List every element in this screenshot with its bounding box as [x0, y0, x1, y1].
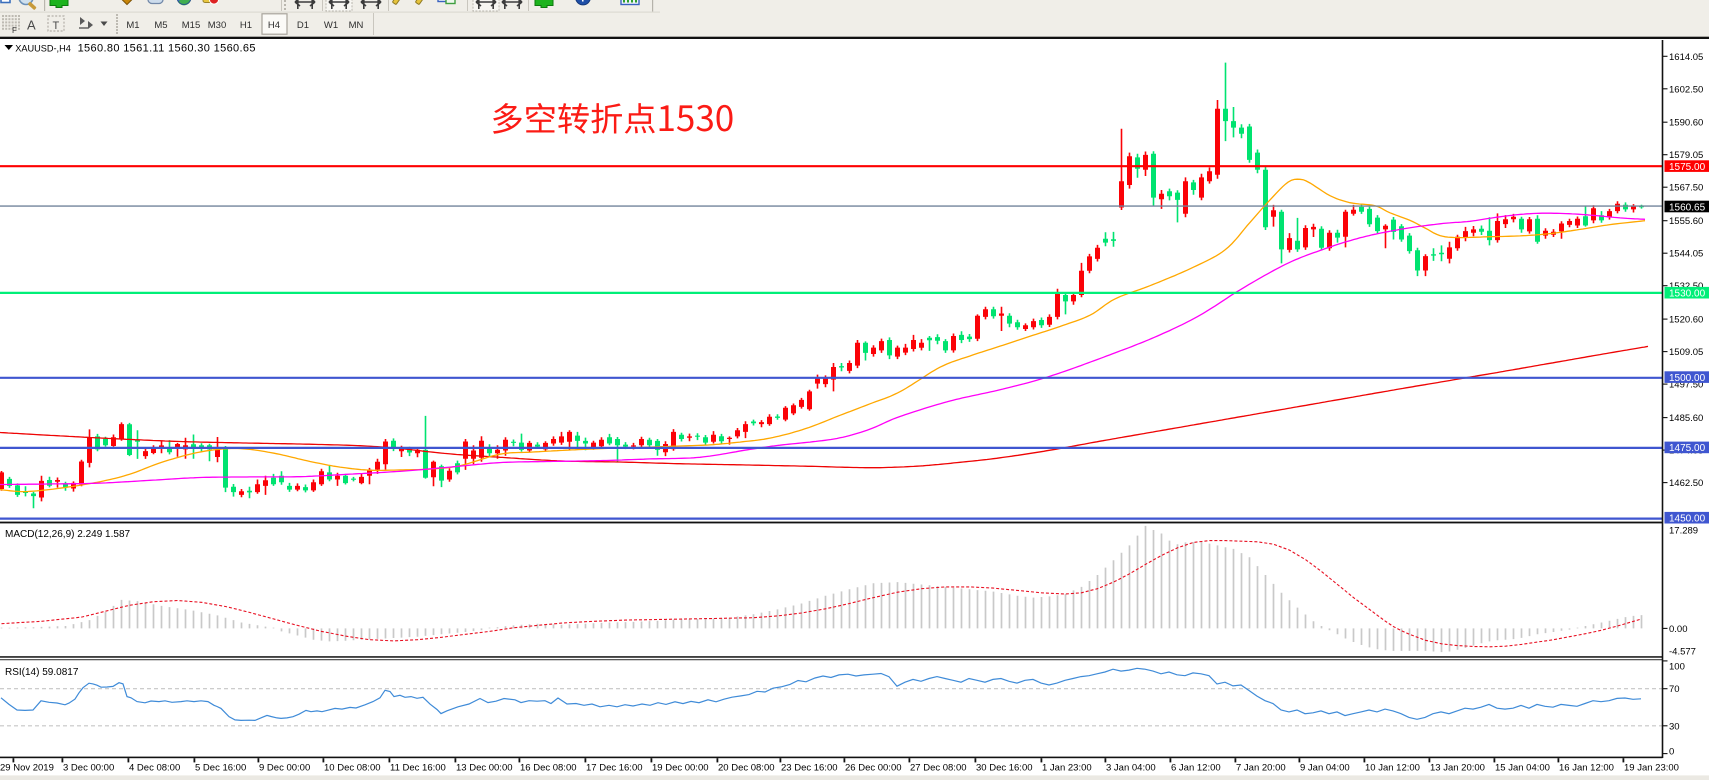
- svg-text:1500.00: 1500.00: [1669, 373, 1706, 384]
- svg-text:F: F: [12, 26, 17, 35]
- svg-text:29 Nov 2019: 29 Nov 2019: [0, 763, 54, 774]
- svg-text:1475.00: 1475.00: [1669, 443, 1706, 454]
- svg-text:15 Jan 04:00: 15 Jan 04:00: [1495, 763, 1550, 774]
- svg-text:1614.05: 1614.05: [1669, 52, 1703, 63]
- svg-text:26 Dec 00:00: 26 Dec 00:00: [845, 763, 902, 774]
- svg-text:M5: M5: [154, 20, 167, 31]
- svg-text:16 Dec 08:00: 16 Dec 08:00: [520, 763, 577, 774]
- svg-text:30: 30: [1669, 721, 1680, 732]
- svg-text:16 Jan 12:00: 16 Jan 12:00: [1559, 763, 1614, 774]
- svg-text:17.289: 17.289: [1669, 526, 1698, 537]
- svg-text:A: A: [27, 18, 36, 33]
- svg-text:1602.50: 1602.50: [1669, 84, 1703, 95]
- svg-text:1560.65: 1560.65: [1669, 202, 1706, 213]
- svg-text:1555.60: 1555.60: [1669, 216, 1703, 227]
- svg-text:3 Dec 00:00: 3 Dec 00:00: [63, 763, 114, 774]
- svg-text:1 Jan 23:00: 1 Jan 23:00: [1042, 763, 1092, 774]
- svg-text:M15: M15: [182, 20, 200, 31]
- svg-text:XAUUSD-,H4: XAUUSD-,H4: [15, 43, 71, 53]
- svg-text:1450.00: 1450.00: [1669, 514, 1706, 525]
- svg-text:1560.80 1561.11 1560.30 1560.6: 1560.80 1561.11 1560.30 1560.65: [78, 42, 256, 54]
- svg-text:30 Dec 16:00: 30 Dec 16:00: [976, 763, 1033, 774]
- svg-text:1497.50: 1497.50: [1669, 380, 1703, 391]
- svg-text:20 Dec 08:00: 20 Dec 08:00: [718, 763, 775, 774]
- svg-text:1544.05: 1544.05: [1669, 249, 1703, 260]
- svg-text:11 Dec 16:00: 11 Dec 16:00: [390, 763, 446, 774]
- svg-text:0.00: 0.00: [1669, 624, 1688, 635]
- svg-text:13 Dec 00:00: 13 Dec 00:00: [456, 763, 513, 774]
- svg-text:1575.00: 1575.00: [1669, 162, 1706, 173]
- svg-text:6 Jan 12:00: 6 Jan 12:00: [1171, 763, 1221, 774]
- svg-text:4 Dec 08:00: 4 Dec 08:00: [129, 763, 180, 774]
- svg-text:MACD(12,26,9) 2.249 1.587: MACD(12,26,9) 2.249 1.587: [5, 529, 131, 540]
- svg-text:RSI(14) 59.0817: RSI(14) 59.0817: [5, 667, 79, 678]
- svg-text:W1: W1: [324, 20, 338, 31]
- svg-text:13 Jan 20:00: 13 Jan 20:00: [1430, 763, 1485, 774]
- svg-text:0: 0: [1669, 747, 1674, 758]
- svg-text:1520.60: 1520.60: [1669, 315, 1703, 326]
- svg-text:1567.50: 1567.50: [1669, 183, 1703, 194]
- svg-text:1462.50: 1462.50: [1669, 478, 1703, 489]
- svg-text:MN: MN: [349, 20, 364, 31]
- svg-text:19 Jan 23:00: 19 Jan 23:00: [1624, 763, 1679, 774]
- svg-text:M1: M1: [126, 20, 139, 31]
- svg-text:1590.60: 1590.60: [1669, 118, 1703, 129]
- svg-text:1485.60: 1485.60: [1669, 413, 1703, 424]
- svg-text:H4: H4: [268, 20, 280, 31]
- svg-text:10 Jan 12:00: 10 Jan 12:00: [1365, 763, 1420, 774]
- svg-text:3 Jan 04:00: 3 Jan 04:00: [1106, 763, 1156, 774]
- svg-text:5 Dec 16:00: 5 Dec 16:00: [195, 763, 246, 774]
- svg-text:27 Dec 08:00: 27 Dec 08:00: [910, 763, 967, 774]
- svg-text:1532.50: 1532.50: [1669, 281, 1703, 292]
- svg-text:23 Dec 16:00: 23 Dec 16:00: [781, 763, 838, 774]
- svg-text:1509.05: 1509.05: [1669, 347, 1703, 358]
- svg-text:1530.00: 1530.00: [1669, 289, 1706, 300]
- svg-text:M30: M30: [208, 20, 226, 31]
- svg-text:19 Dec 00:00: 19 Dec 00:00: [652, 763, 709, 774]
- svg-text:100: 100: [1669, 662, 1685, 673]
- svg-text:-4.577: -4.577: [1669, 647, 1696, 658]
- svg-text:T: T: [53, 20, 60, 32]
- svg-text:9 Dec 00:00: 9 Dec 00:00: [259, 763, 310, 774]
- svg-text:H1: H1: [240, 20, 252, 31]
- svg-text:7 Jan 20:00: 7 Jan 20:00: [1236, 763, 1286, 774]
- svg-text:17 Dec 16:00: 17 Dec 16:00: [586, 763, 643, 774]
- svg-text:?: ?: [580, 0, 587, 5]
- svg-text:D1: D1: [297, 20, 309, 31]
- svg-text:10 Dec 08:00: 10 Dec 08:00: [324, 763, 381, 774]
- svg-text:1579.05: 1579.05: [1669, 150, 1703, 161]
- svg-text:9 Jan 04:00: 9 Jan 04:00: [1300, 763, 1350, 774]
- svg-text:70: 70: [1669, 684, 1680, 695]
